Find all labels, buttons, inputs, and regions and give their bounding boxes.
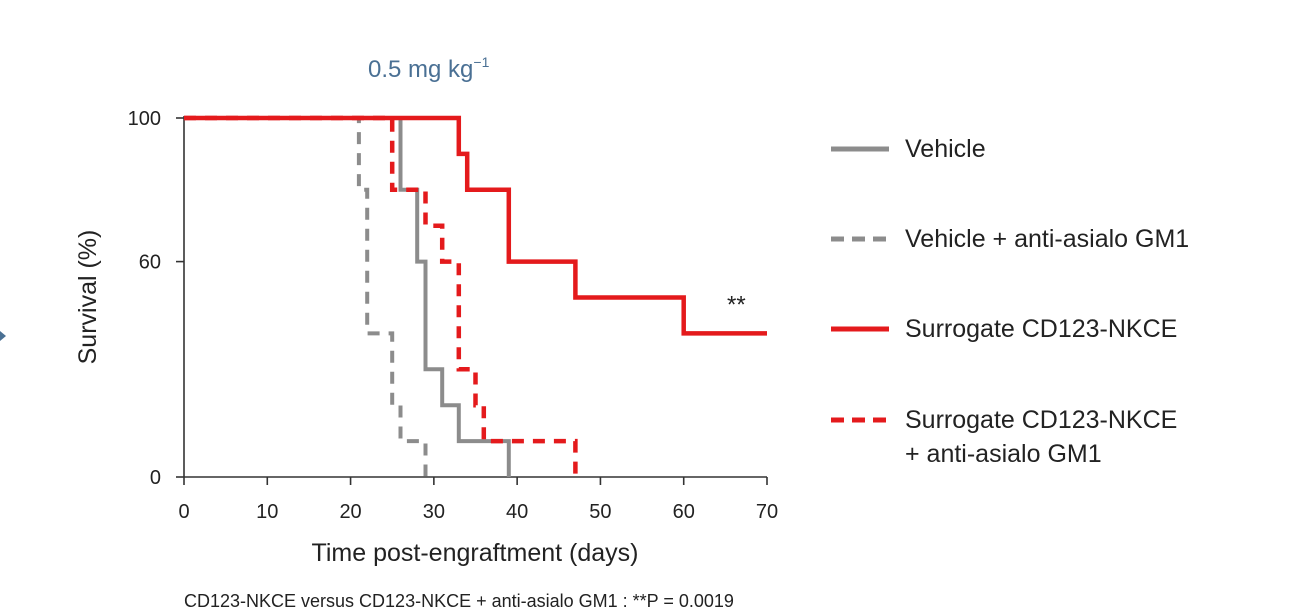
x-tick-label: 10 bbox=[256, 501, 278, 523]
series-line-2 bbox=[184, 116, 428, 477]
legend-label-1: Vehicle bbox=[905, 135, 986, 163]
x-axis-ticks: 0 10 20 30 40 50 60 70 bbox=[178, 477, 778, 523]
chart-title: 0.5 mg kg−1 bbox=[368, 54, 490, 83]
legend: Vehicle Vehicle + anti-asialo GM1 Surrogat… bbox=[831, 135, 1189, 468]
series-line-3 bbox=[184, 115, 767, 336]
footnote: CD123-NKCE versus CD123-NKCE + anti-asia… bbox=[184, 591, 734, 609]
legend-label-3: Surrogate CD123-NKCE bbox=[905, 315, 1177, 343]
x-tick-label: 70 bbox=[756, 501, 778, 523]
x-axis-label: Time post-engraftment (days) bbox=[312, 539, 639, 567]
axes bbox=[183, 116, 767, 478]
y-axis-label: Survival (%) bbox=[74, 230, 102, 365]
arrow-marker bbox=[0, 331, 6, 341]
series-line-1 bbox=[184, 116, 511, 477]
y-tick-label: 0 bbox=[150, 467, 161, 489]
significance-annotation: ** bbox=[727, 291, 746, 318]
series-lines bbox=[184, 115, 767, 477]
x-tick-label: 50 bbox=[589, 501, 611, 523]
x-tick-label: 40 bbox=[506, 501, 528, 523]
x-tick-label: 0 bbox=[178, 501, 189, 523]
y-axis-ticks: 0 60 100 bbox=[128, 108, 184, 489]
legend-label-4: Surrogate CD123-NKCE + anti-asialo GM1 bbox=[905, 406, 1177, 468]
x-tick-label: 60 bbox=[673, 501, 695, 523]
x-tick-label: 20 bbox=[339, 501, 361, 523]
y-tick-label: 100 bbox=[128, 108, 161, 130]
legend-label-2: Vehicle + anti-asialo GM1 bbox=[905, 225, 1189, 253]
annotations: ** bbox=[727, 291, 746, 318]
y-tick-label: 60 bbox=[139, 252, 161, 274]
series-line-4 bbox=[184, 115, 578, 477]
x-tick-label: 30 bbox=[423, 501, 445, 523]
